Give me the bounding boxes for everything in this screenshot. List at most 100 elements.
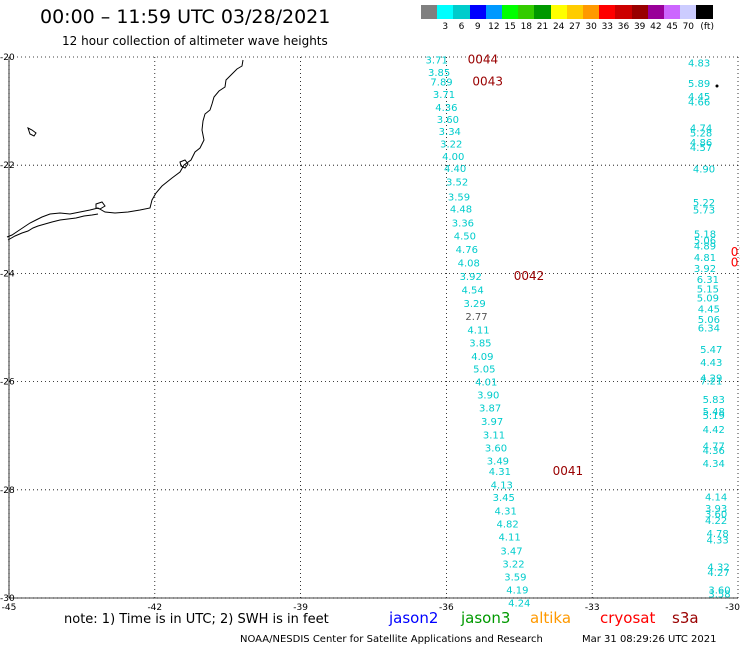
legend-swatch xyxy=(647,5,664,19)
lon-tick-label: -33 xyxy=(585,603,600,613)
wave-height-value: 4.86 xyxy=(690,138,712,149)
legend-swatch xyxy=(599,5,616,19)
pass-time-label: 0042 xyxy=(514,269,545,283)
legend-swatch xyxy=(550,5,567,19)
wave-height-value: 3.34 xyxy=(439,127,461,138)
wave-height-value: 4.76 xyxy=(456,245,478,256)
lon-tick-label: -30 xyxy=(725,603,740,613)
wave-height-value: 3.22 xyxy=(440,140,462,151)
legend-swatch xyxy=(453,5,470,19)
legend-swatch xyxy=(664,5,681,19)
legend-label: 3 xyxy=(442,22,449,32)
satellite-name-cryosat: cryosat xyxy=(600,609,656,627)
wave-height-value: 4.09 xyxy=(471,352,493,363)
lat-tick-label: -30 xyxy=(0,594,15,604)
wave-height-value: 7.21 xyxy=(700,377,722,388)
wave-height-value: 4.01 xyxy=(475,378,497,389)
axis-tick-labels: -45 -42 -39 -36 -33 -30 -20 -22 -24 -26 -28 -30 xyxy=(0,53,740,613)
legend-swatch xyxy=(469,5,486,19)
wave-height-value: 4.36 xyxy=(703,446,725,457)
wave-height-value: 3.92 xyxy=(460,272,482,283)
wave-height-value: 3.60 xyxy=(708,585,730,596)
wave-height-value: 4.11 xyxy=(467,326,489,337)
legend-swatch xyxy=(566,5,583,19)
coastline xyxy=(6,59,244,238)
legend-swatch xyxy=(631,5,648,19)
wave-height-value: 4.32 xyxy=(707,563,729,574)
legend-label: 33 xyxy=(601,22,614,32)
wave-height-value: 3.59 xyxy=(448,193,470,204)
marker-dot xyxy=(715,84,719,88)
wave-height-value: 5.15 xyxy=(697,285,719,296)
wave-height-value: 4.31 xyxy=(495,506,517,517)
legend-label: 24 xyxy=(552,22,565,32)
wave-height-value: 4.24 xyxy=(508,598,530,609)
lon-tick-label: -45 xyxy=(2,603,17,613)
wave-height-value: 3.93 xyxy=(705,504,727,515)
wave-height-value: 3.59 xyxy=(504,572,526,583)
legend-label: 12 xyxy=(488,22,500,32)
wave-height-value: 4.22 xyxy=(705,516,727,527)
wave-height-value: 3.52 xyxy=(446,177,468,188)
wave-height-value: 4.81 xyxy=(694,253,716,264)
coast-lagoon xyxy=(7,213,99,241)
wave-height-value: 4.36 xyxy=(435,103,457,114)
wave-height-value: 4.45 xyxy=(688,92,710,103)
satellite-name-altika: altika xyxy=(530,609,572,627)
legend-label: 6 xyxy=(458,22,465,32)
pass-time-label: 0041 xyxy=(553,464,584,478)
wave-height-value: 5.22 xyxy=(693,198,715,209)
legend-swatch xyxy=(696,5,713,19)
legend-label: 70 xyxy=(682,22,695,32)
wave-height-value: 4.83 xyxy=(688,58,710,69)
lon-tick-label: -42 xyxy=(147,603,162,613)
coast-island xyxy=(27,127,37,137)
wave-height-value: 3.22 xyxy=(502,559,524,570)
wave-height-value: 5.06 xyxy=(698,315,720,326)
wave-height-value: 4.50 xyxy=(454,232,476,243)
legend-label: 45 xyxy=(666,22,678,32)
wave-height-value: 2.77 xyxy=(465,312,487,323)
wave-height-value: 4.11 xyxy=(498,532,520,543)
wave-height-value: 4.19 xyxy=(506,585,528,596)
wave-height-value: 4.74 xyxy=(690,123,712,134)
wave-height-value: 4.89 xyxy=(694,241,716,252)
wave-height-value: 4.54 xyxy=(462,286,484,297)
wave-height-value: 4.40 xyxy=(444,164,466,175)
legend-label: 18 xyxy=(520,22,533,32)
wave-height-value: 3.47 xyxy=(500,546,522,557)
lat-tick-label: -20 xyxy=(0,53,15,63)
legend-label: 42 xyxy=(650,22,662,32)
graticule xyxy=(8,56,739,599)
legend-label: 21 xyxy=(536,22,549,32)
wave-height-value: 4.82 xyxy=(497,519,519,530)
pass-time-label: 0044 xyxy=(468,53,499,67)
wave-height-value: 4.08 xyxy=(458,259,480,270)
wave-height-value: 5.28 xyxy=(690,129,712,140)
legend-swatch xyxy=(502,5,519,19)
coast-island xyxy=(179,159,189,169)
wave-height-value: 3.11 xyxy=(483,431,505,442)
lat-tick-label: -26 xyxy=(0,378,15,388)
wave-height-value: 5.05 xyxy=(473,365,495,376)
wave-height-value: 4.29 xyxy=(700,373,722,384)
legend-label: 27 xyxy=(569,22,581,32)
pass-time-label: 01 xyxy=(731,256,740,270)
altimeter-tracks: 3.713.857.893.714.363.603.343.224.004.40… xyxy=(426,53,740,610)
satellite-name-s3a: s3a xyxy=(672,609,699,627)
satellite-name-jason2: jason2 xyxy=(389,609,439,627)
footnote: note: 1) Time is in UTC; 2) SWH is in fe… xyxy=(64,612,329,627)
wave-height-value: 4.77 xyxy=(703,441,725,452)
lon-tick-label: -36 xyxy=(439,603,454,613)
footer-credit: NOAA/NESDIS Center for Satellite Applica… xyxy=(240,634,543,645)
wave-height-value: 5.18 xyxy=(694,229,716,240)
wave-height-value: 4.33 xyxy=(706,536,728,547)
legend-label: 30 xyxy=(585,22,597,32)
wave-height-value: 5.06 xyxy=(694,236,716,247)
coast-island xyxy=(95,201,106,210)
legend-swatch xyxy=(583,5,600,19)
wave-height-value: 5.09 xyxy=(697,294,719,305)
wave-height-value: 3.29 xyxy=(463,299,485,310)
wave-height-value: 3.45 xyxy=(493,493,515,504)
wave-height-value: 3.71 xyxy=(426,56,448,67)
